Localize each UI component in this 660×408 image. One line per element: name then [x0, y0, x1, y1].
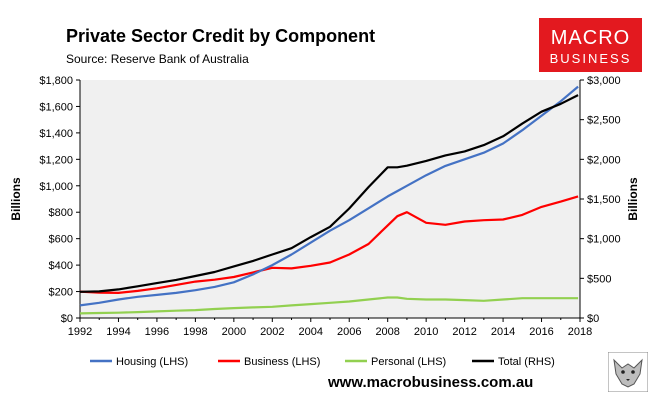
chart-title: Private Sector Credit by Component — [66, 26, 376, 46]
y-left-tick-label: $0 — [61, 313, 73, 325]
y-right-tick-label: $1,000 — [587, 234, 621, 246]
x-tick-label: 2008 — [375, 326, 399, 338]
y-left-tick-label: $1,800 — [39, 75, 73, 87]
y-right-tick-label: $500 — [587, 273, 611, 285]
y-left-axis-title: Billions — [9, 177, 23, 221]
x-tick-label: 2014 — [491, 326, 515, 338]
y-left-tick-label: $1,000 — [39, 181, 73, 193]
y-right-tick-label: $1,500 — [587, 194, 621, 206]
x-tick-label: 2010 — [414, 326, 438, 338]
y-left-tick-label: $1,600 — [39, 101, 73, 113]
legend-label: Total (RHS) — [498, 356, 555, 368]
y-right-tick-label: $2,000 — [587, 154, 621, 166]
y-left-tick-label: $400 — [49, 260, 73, 272]
x-tick-label: 2006 — [337, 326, 361, 338]
logo-line-1: MACRO — [550, 27, 631, 49]
legend-label: Housing (LHS) — [116, 356, 188, 368]
macrobusiness-logo: MACRO BUSINESS — [539, 18, 642, 72]
x-tick-label: 2016 — [529, 326, 553, 338]
series-line-total — [79, 94, 579, 293]
y-left-tick-label: $600 — [49, 234, 73, 246]
y-right-tick-label: $0 — [587, 313, 599, 325]
series-line-housing — [79, 85, 579, 307]
y-right-axis-title: Billions — [626, 177, 640, 221]
y-right-tick-label: $2,500 — [587, 115, 621, 127]
x-tick-label: 1998 — [183, 326, 207, 338]
y-left-tick-label: $800 — [49, 207, 73, 219]
x-tick-label: 2004 — [299, 326, 323, 338]
series-line-business — [79, 195, 579, 294]
legend-label: Business (LHS) — [244, 356, 320, 368]
x-tick-label: 2002 — [260, 326, 284, 338]
x-tick-label: 1994 — [106, 326, 130, 338]
plot-area — [80, 80, 580, 318]
x-tick-label: 1996 — [145, 326, 169, 338]
series-line-personal — [79, 296, 579, 315]
x-tick-label: 2000 — [222, 326, 246, 338]
y-left-tick-label: $200 — [49, 287, 73, 299]
footer-url: www.macrobusiness.com.au — [328, 374, 534, 391]
wolf-logo-icon — [608, 352, 648, 392]
y-left-tick-label: $1,200 — [39, 154, 73, 166]
chart-source: Source: Reserve Bank of Australia — [66, 52, 249, 66]
x-tick-label: 2012 — [452, 326, 476, 338]
x-tick-label: 2018 — [568, 326, 592, 338]
x-tick-label: 1992 — [68, 326, 92, 338]
legend-label: Personal (LHS) — [371, 356, 446, 368]
y-left-tick-label: $1,400 — [39, 128, 73, 140]
logo-line-2: BUSINESS — [549, 51, 632, 66]
y-right-tick-label: $3,000 — [587, 75, 621, 87]
